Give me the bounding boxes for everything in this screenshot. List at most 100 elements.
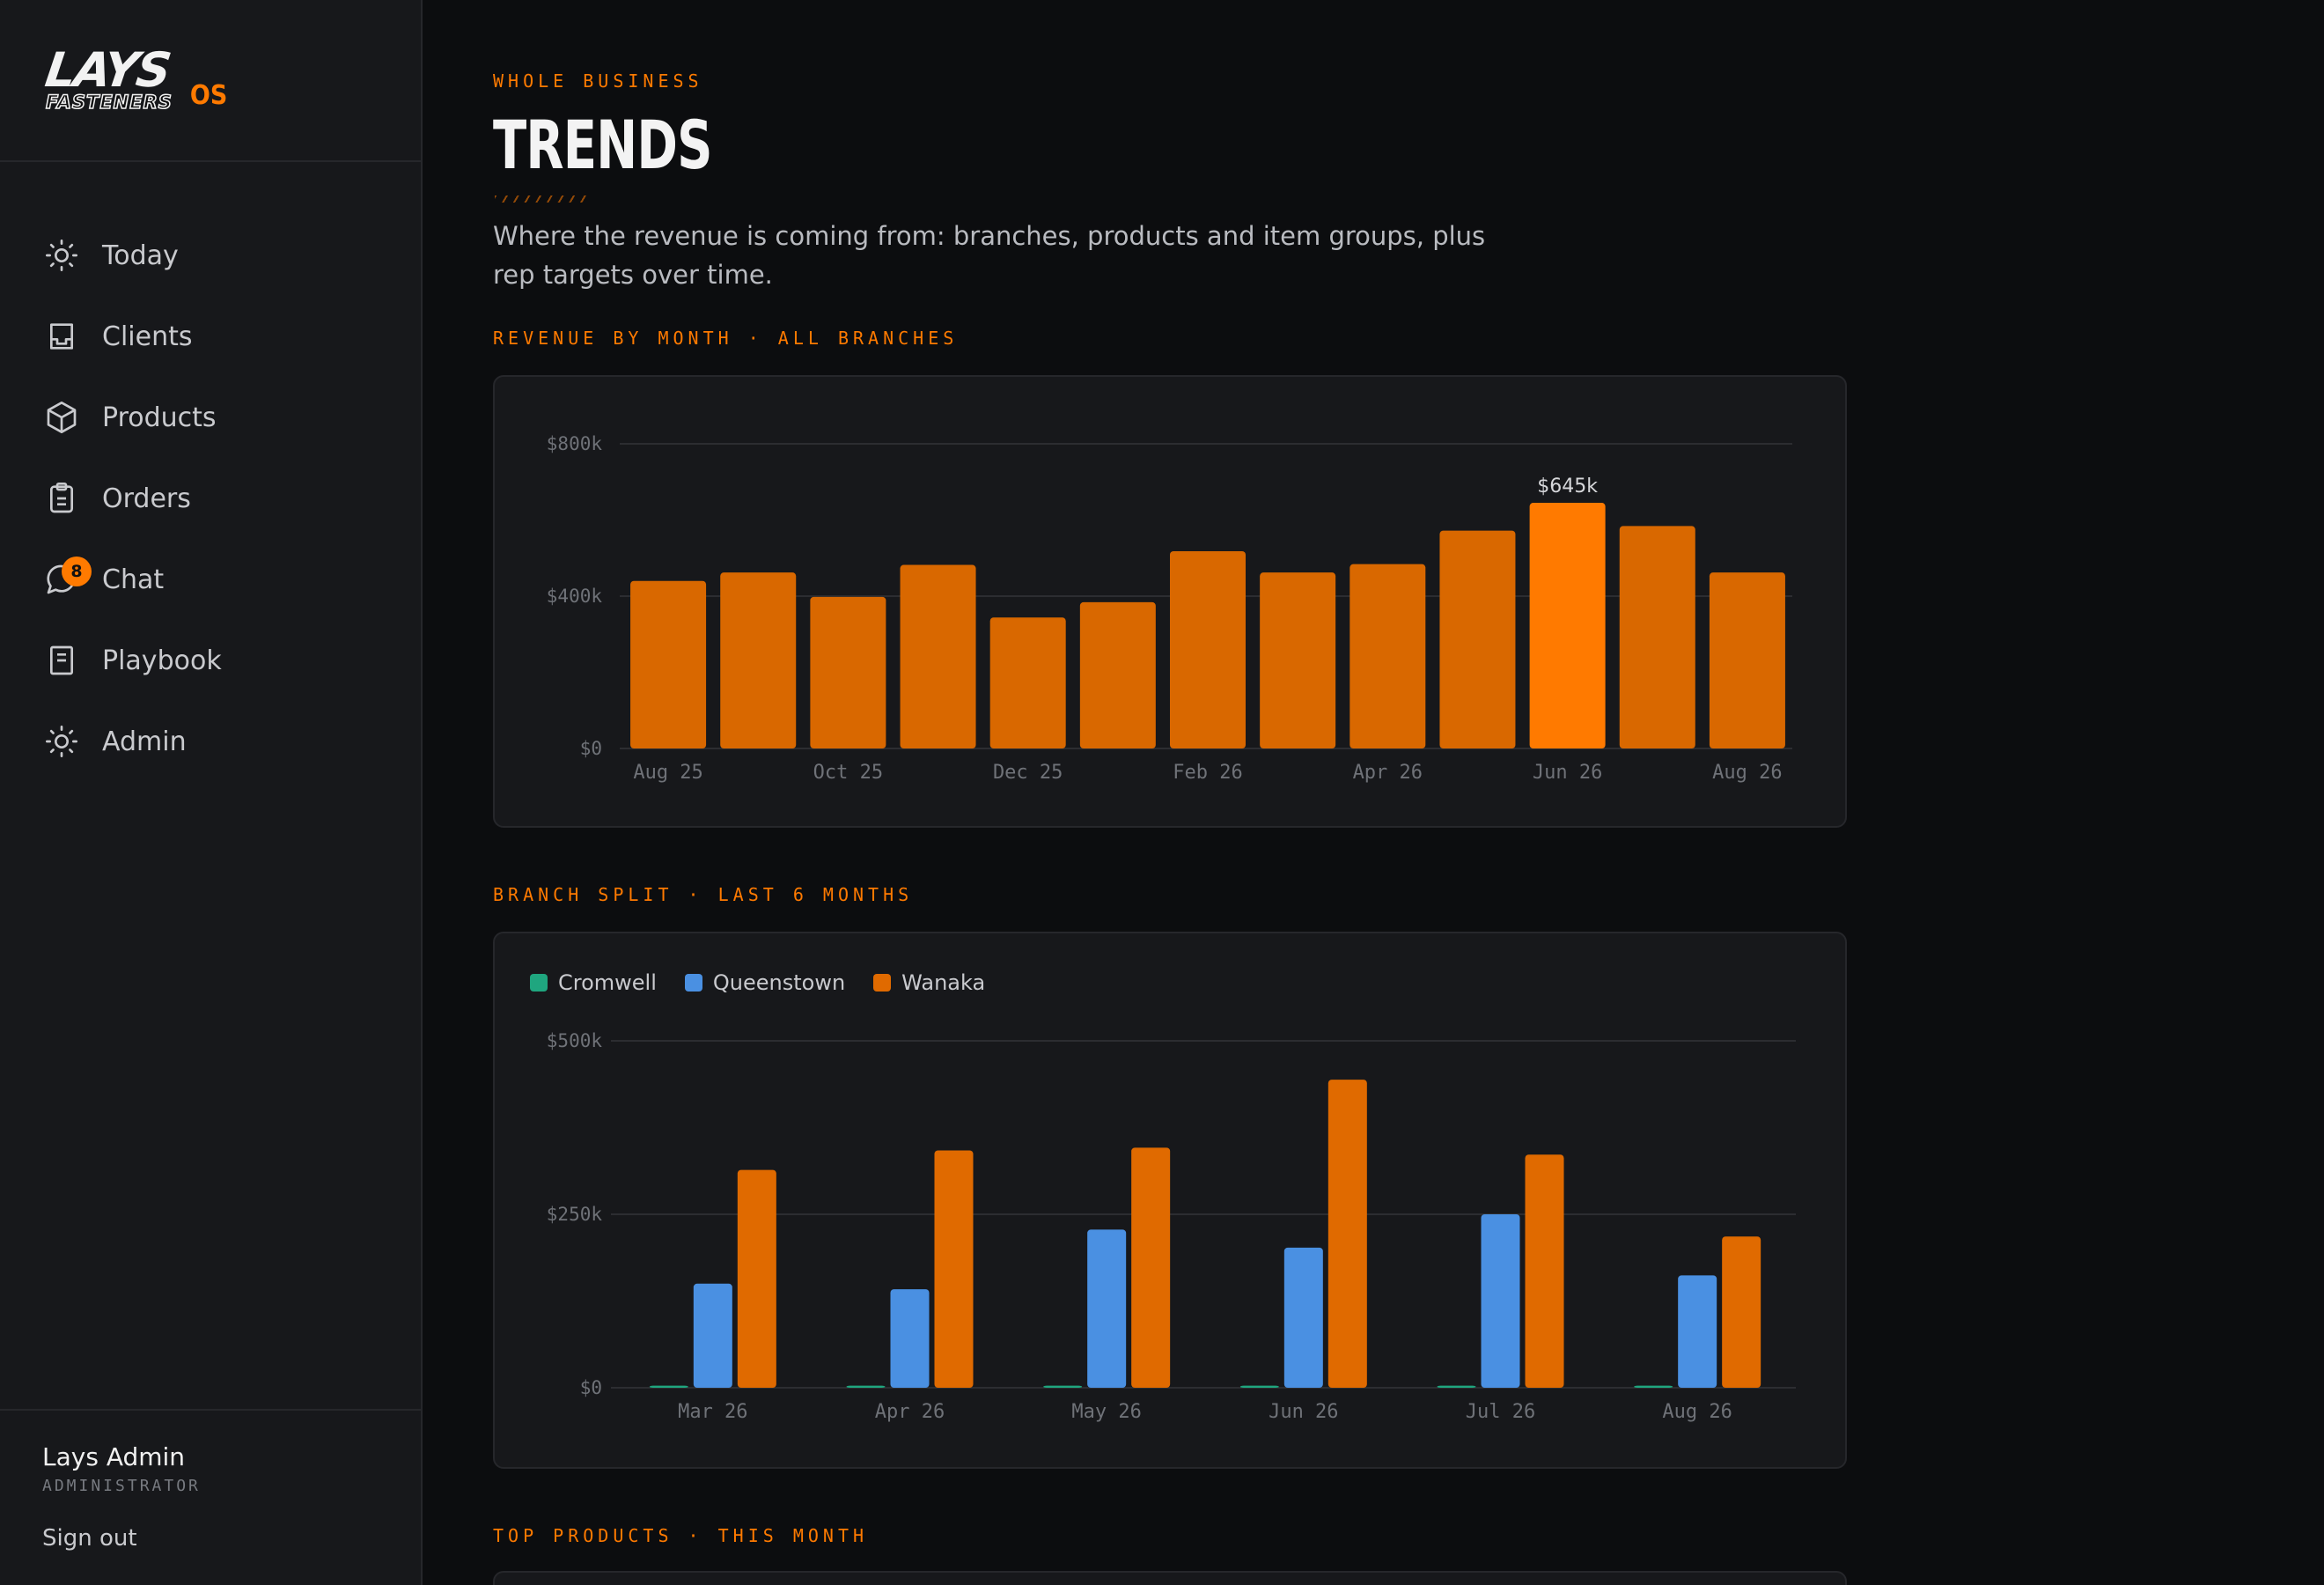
page-description: Where the revenue is coming from: branch…	[493, 221, 1486, 290]
section-label-products: TOP PRODUCTS · THIS MONTH	[493, 1525, 869, 1546]
sidebar-item-label: Chat	[102, 564, 165, 595]
x-tick-label: Jun 26	[1269, 1401, 1338, 1423]
bar	[1525, 1154, 1564, 1388]
revenue-chart-card: $0 $400k $800k Aug 25 Oct 25 Dec 25 Feb 26 Apr …	[493, 375, 1847, 828]
legend-item-wanaka[interactable]: Wanaka	[873, 970, 985, 995]
bar	[1043, 1385, 1083, 1388]
title-underline	[495, 195, 592, 203]
user-role: ADMINISTRATOR	[42, 1477, 201, 1495]
bar	[846, 1385, 886, 1388]
legend-item-queenstown[interactable]: Queenstown	[684, 970, 845, 995]
sidebar-item-label: Clients	[102, 321, 193, 352]
bar-value-label: $645k	[1537, 476, 1598, 498]
legend-label: Wanaka	[901, 970, 986, 995]
bar	[900, 564, 976, 748]
user-name: Lays Admin	[42, 1442, 186, 1471]
sidebar-item-today[interactable]: Today	[0, 215, 421, 296]
legend-item-cromwell[interactable]: Cromwell	[530, 970, 657, 995]
sidebar-item-clients[interactable]: Clients	[0, 296, 421, 377]
branch-chart: $0 $250k $500k Mar 26 Apr 26 May 26 Jun 26 Jul …	[547, 1030, 1796, 1423]
x-tick-label: Feb 26	[1173, 762, 1242, 784]
page-eyebrow: WHOLE BUSINESS	[493, 70, 703, 92]
bar	[1678, 1275, 1717, 1388]
y-tick-label: $400k	[547, 586, 603, 607]
sidebar-item-label: Today	[102, 240, 179, 271]
bar	[1437, 1385, 1476, 1388]
bar	[720, 572, 797, 748]
bar	[1327, 1080, 1367, 1388]
y-tick-label: $250k	[547, 1204, 603, 1225]
bar	[1170, 550, 1246, 748]
inbox-icon	[44, 319, 79, 354]
bar	[1239, 1385, 1279, 1388]
x-tick-label: Aug 26	[1712, 762, 1782, 784]
sidebar-item-label: Products	[102, 402, 217, 433]
bar	[1079, 601, 1156, 748]
bar	[1131, 1147, 1171, 1388]
x-tick-label: Jul 26	[1466, 1401, 1535, 1423]
bar	[1283, 1247, 1323, 1388]
page-title: TRENDS	[493, 106, 713, 184]
bar	[1439, 530, 1516, 748]
bar	[1350, 564, 1426, 748]
sidebar-item-playbook[interactable]: Playbook	[0, 620, 421, 701]
legend-swatch	[873, 974, 892, 992]
sign-out-link[interactable]: Sign out	[42, 1525, 137, 1552]
user-block: Lays Admin ADMINISTRATOR Sign out	[0, 1409, 421, 1585]
branch-chart-card: Cromwell Queenstown Wanaka $0 $250k $500k M…	[493, 932, 1847, 1469]
sidebar: LAYS FASTENERS OS Today	[0, 0, 423, 1585]
bar	[1709, 572, 1785, 748]
sun-icon	[44, 238, 79, 273]
x-tick-label: May 26	[1071, 1401, 1141, 1423]
sidebar-item-admin[interactable]: Admin	[0, 701, 421, 782]
section-label-branch: BRANCH SPLIT · LAST 6 MONTHS	[493, 884, 914, 905]
logo[interactable]: LAYS FASTENERS	[42, 42, 173, 113]
main-content: WHOLE BUSINESS TRENDS Where the revenue …	[423, 0, 2324, 1585]
sidebar-item-label: Playbook	[102, 645, 222, 676]
bar	[737, 1169, 776, 1388]
box-icon	[44, 400, 79, 435]
x-tick-label: Oct 25	[813, 762, 883, 784]
bar	[1260, 572, 1336, 748]
bar	[1619, 526, 1695, 748]
x-tick-label: Jun 26	[1533, 762, 1602, 784]
x-tick-label: Aug 26	[1662, 1401, 1732, 1423]
y-tick-label: $500k	[547, 1030, 603, 1051]
y-tick-label: $800k	[547, 433, 603, 454]
sidebar-nav: Today Clients Products	[0, 162, 421, 782]
book-icon	[44, 643, 79, 678]
x-tick-label: Dec 25	[993, 762, 1063, 784]
sidebar-item-chat[interactable]: 8 Chat	[0, 539, 421, 620]
sidebar-item-products[interactable]: Products	[0, 377, 421, 458]
bar	[810, 596, 886, 748]
chat-icon: 8	[44, 557, 92, 597]
bar	[1087, 1229, 1127, 1388]
y-tick-label: $0	[580, 1377, 602, 1398]
bar	[1722, 1236, 1761, 1388]
chart-legend: Cromwell Queenstown Wanaka	[530, 970, 985, 995]
clipboard-icon	[44, 481, 79, 516]
y-tick-label: $0	[580, 738, 602, 759]
section-label-revenue: REVENUE BY MONTH · ALL BRANCHES	[493, 328, 959, 349]
logo-subtitle: FASTENERS	[45, 92, 173, 113]
products-card	[493, 1571, 1847, 1585]
legend-swatch	[684, 974, 702, 992]
revenue-chart: $0 $400k $800k Aug 25 Oct 25 Dec 25 Feb 26 Apr …	[547, 433, 1792, 784]
sidebar-item-label: Orders	[102, 483, 191, 514]
bar	[1481, 1214, 1520, 1388]
x-tick-label: Aug 25	[633, 762, 702, 784]
bar	[630, 580, 707, 748]
bar	[989, 617, 1066, 748]
x-tick-label: Apr 26	[1353, 762, 1423, 784]
legend-label: Cromwell	[558, 970, 657, 995]
bar	[1634, 1385, 1673, 1388]
brand: LAYS FASTENERS OS	[0, 0, 421, 162]
sidebar-item-orders[interactable]: Orders	[0, 458, 421, 539]
x-tick-label: Mar 26	[678, 1401, 747, 1423]
unread-badge: 8	[62, 557, 92, 586]
gear-icon	[44, 724, 79, 759]
sidebar-item-label: Admin	[102, 726, 187, 757]
bar	[693, 1283, 732, 1388]
legend-swatch	[530, 974, 548, 992]
bar	[934, 1150, 974, 1388]
